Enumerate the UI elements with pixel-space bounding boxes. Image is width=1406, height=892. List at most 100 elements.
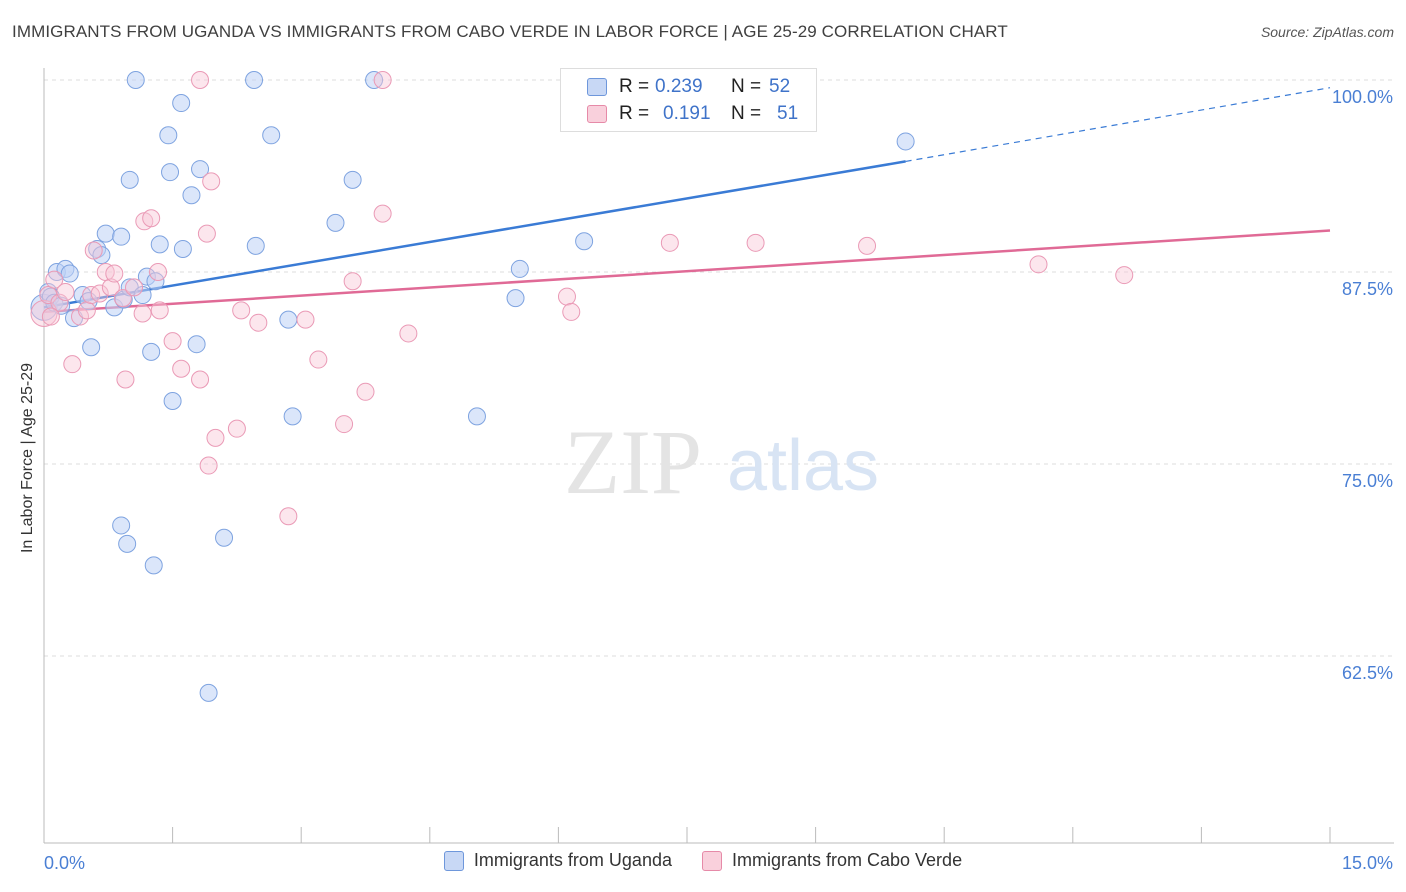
uganda-swatch (587, 78, 607, 96)
uganda-point (343, 170, 362, 189)
cabo-verde-point (125, 278, 144, 297)
tick-labels: 100.0% 87.5% 75.0% 62.5% 0.0% 15.0% (44, 87, 1393, 873)
cabo-verde-point (356, 382, 375, 401)
cabo-verde-point (309, 350, 328, 369)
cabo-verde-point (41, 307, 60, 326)
source-credit: Source: ZipAtlas.com (1260, 24, 1394, 40)
cabo-verde-point (343, 272, 362, 291)
x-tick-label: 15.0% (1342, 853, 1393, 873)
uganda-point (159, 126, 178, 145)
uganda-point (118, 534, 137, 553)
y-axis-label: In Labor Force | Age 25-29 (19, 362, 36, 554)
legend-label-uganda: Immigrants from Uganda (473, 850, 672, 870)
uganda-point (245, 71, 264, 89)
uganda-point (262, 126, 281, 145)
cabo-verde-point (90, 284, 109, 303)
uganda-points (30, 71, 915, 702)
cabo-verde-point (199, 456, 218, 475)
cabo-verde-point (101, 278, 120, 297)
x-tick-label: 0.0% (44, 853, 85, 873)
uganda-point (182, 186, 201, 205)
cabo-verde-point (562, 302, 581, 321)
cabo-verde-point (77, 301, 96, 320)
trend-lines (43, 87, 1331, 314)
cabo-verde-point (172, 359, 191, 378)
cabo-verde-point (105, 264, 124, 283)
watermark-atlas: atlas (727, 426, 879, 506)
cabo-verde-point (399, 324, 418, 343)
uganda-point (246, 236, 265, 255)
uganda-point (150, 235, 169, 254)
uganda-point (199, 683, 218, 702)
uganda-point (510, 259, 529, 278)
cabo-verde-point (84, 241, 103, 260)
data-points (30, 71, 1134, 702)
legend-item-cabo-verde[interactable]: Immigrants from Cabo Verde (701, 850, 963, 871)
cabo-verde-point (191, 370, 210, 389)
r-label: R = (619, 76, 650, 97)
legend-label-cabo-verde: Immigrants from Cabo Verde (731, 850, 963, 870)
cabo-verde-point (279, 507, 298, 526)
uganda-trend-line (43, 160, 906, 309)
stats-legend: R = 0.239 N = 52 R = 0.191 N = 51 (560, 68, 817, 132)
cabo-verde-point (858, 236, 877, 255)
uganda-point (467, 407, 486, 426)
n-value: 51 (777, 103, 799, 124)
cabo-verde-point (63, 355, 82, 374)
cabo-verde-point (30, 299, 58, 327)
y-tick-label: 62.5% (1342, 663, 1393, 683)
cabo-verde-point (335, 415, 354, 434)
y-tick-label: 100.0% (1332, 87, 1393, 107)
cabo-verde-point (206, 428, 225, 447)
cabo-verde-trend-line (43, 229, 1331, 314)
uganda-point (191, 160, 210, 179)
uganda-point (142, 342, 161, 361)
cabo-verde-point (227, 419, 246, 438)
cabo-verde-point (746, 233, 765, 252)
watermark: ZIP atlas (564, 411, 879, 513)
r-value: 0.239 (655, 76, 703, 97)
r-value: 0.191 (663, 103, 711, 124)
cabo-verde-point (50, 293, 69, 312)
n-label: N = (731, 103, 762, 124)
uganda-point (161, 163, 180, 182)
gridlines (44, 79, 1394, 657)
cabo-verde-point (142, 209, 161, 228)
uganda-point (126, 71, 145, 89)
r-label: R = (619, 103, 650, 124)
cabo-verde-point (116, 370, 135, 389)
cabo-verde-swatch (587, 105, 607, 123)
y-tick-label: 87.5% (1342, 279, 1393, 299)
uganda-point (172, 94, 191, 113)
cabo-verde-point (191, 71, 210, 89)
cabo-verde-point (660, 233, 679, 252)
cabo-verde-point (373, 204, 392, 223)
cabo-verde-point (232, 301, 251, 320)
uganda-point (896, 132, 915, 151)
legend-item-uganda[interactable]: Immigrants from Uganda (443, 850, 672, 871)
cabo-verde-point (113, 289, 132, 308)
watermark-zip: ZIP (564, 411, 702, 513)
uganda-point (60, 264, 79, 283)
cabo-verde-point (373, 71, 392, 89)
cabo-verde-point (163, 332, 182, 351)
uganda-point (112, 516, 131, 535)
n-value: 52 (769, 76, 791, 97)
cabo-verde-point (71, 307, 90, 326)
cabo-verde-point (45, 270, 64, 289)
cabo-verde-point (202, 172, 221, 191)
uganda-point (575, 232, 594, 251)
uganda-point (120, 170, 139, 189)
chart-title: IMMIGRANTS FROM UGANDA VS IMMIGRANTS FRO… (12, 22, 1008, 41)
uganda-point (96, 224, 115, 243)
cabo-verde-point (149, 263, 168, 281)
cabo-verde-point (1029, 255, 1048, 274)
uganda-legend-swatch (443, 850, 464, 871)
uganda-trend-extension (905, 87, 1331, 162)
cabo-verde-point (150, 301, 169, 320)
uganda-point (82, 338, 101, 357)
cabo-verde-point (133, 304, 152, 323)
y-tick-label: 75.0% (1342, 471, 1393, 491)
cabo-verde-point (1115, 266, 1134, 285)
